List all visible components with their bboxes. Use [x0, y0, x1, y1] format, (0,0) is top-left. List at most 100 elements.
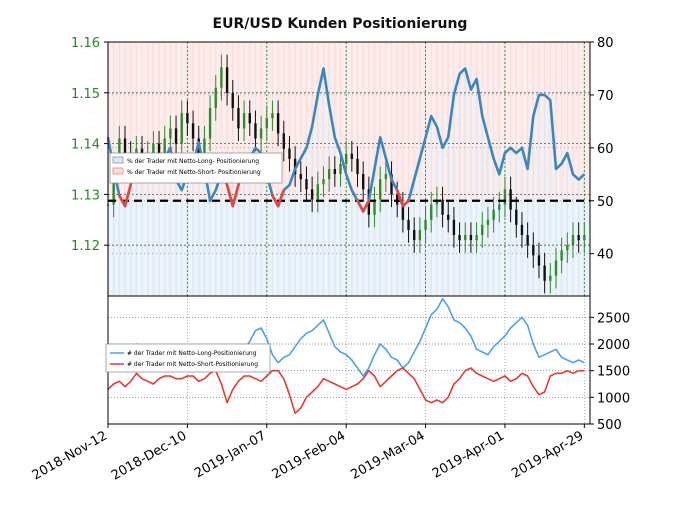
right-axis-tick-label: 60	[597, 142, 614, 157]
price-candle-body	[566, 245, 569, 251]
count-axis-tick-label: 2000	[597, 338, 630, 353]
price-candle-body	[191, 123, 195, 139]
price-candle-body	[526, 235, 529, 246]
left-axis-tick-label: 1.15	[71, 87, 100, 102]
price-candle-body	[554, 260, 558, 276]
short-pct-line-segment	[271, 194, 280, 208]
price-candle-body	[441, 199, 444, 215]
price-candle-body	[316, 184, 320, 200]
price-candle-body	[418, 229, 422, 241]
short-traders-line	[107, 367, 585, 415]
legend-label-long-traders: # der Trader mit Netto-Long-Positionieru…	[127, 350, 257, 357]
left-axis-tick-label: 1.16	[71, 36, 100, 51]
price-candle-body	[271, 113, 274, 119]
left-axis-tick-label: 1.14	[71, 138, 100, 153]
price-candle-body	[242, 113, 246, 129]
price-candle-body	[327, 169, 331, 180]
price-candle-body	[276, 113, 280, 134]
price-candle-body	[259, 128, 263, 139]
price-candle-body	[401, 204, 405, 220]
short-pct-line-segment	[231, 183, 240, 208]
short-pct-line-segment	[123, 183, 132, 208]
price-candle-body	[282, 133, 285, 149]
price-candle-body	[583, 235, 586, 241]
price-candle-body	[481, 224, 484, 236]
x-axis-tick-label: 2018-Nov-12	[30, 428, 110, 483]
price-candle-body	[543, 265, 546, 281]
chart-title: EUR/USD Kunden Positionierung	[213, 16, 468, 32]
upper-panel: 1.12 1.13 1.14 1.15 1.16 40 50 60 70 80 % der Trad…	[71, 36, 614, 297]
price-candle-body	[123, 138, 127, 154]
short-pct-line-segment	[118, 194, 127, 208]
price-candle-body	[571, 235, 575, 246]
price-candle-body	[430, 204, 433, 220]
price-candle-body	[310, 189, 314, 200]
x-axis-tick-label: 2019-Apr-01	[430, 428, 507, 481]
price-candle-body	[152, 143, 155, 154]
price-candle-body	[492, 209, 495, 220]
price-candle-body	[458, 235, 461, 241]
short-pct-line-segment	[401, 199, 410, 208]
lower-panel: 500 1000 1500 2000 2500 # der Trader mit Nett…	[30, 295, 630, 484]
price-candle-body	[305, 179, 308, 190]
price-candle-body	[339, 163, 342, 175]
price-candle-body	[515, 209, 518, 225]
price-candle-body	[225, 67, 229, 93]
price-candle-body	[549, 275, 552, 281]
price-candle-body	[203, 138, 206, 159]
price-candle-body	[231, 92, 234, 109]
price-candle-body	[208, 108, 212, 139]
count-axis-tick-label: 2500	[597, 311, 630, 326]
price-candle-body	[577, 235, 580, 241]
legend-swatch-long-pct	[112, 156, 124, 164]
price-candle-body	[112, 169, 115, 205]
left-axis-tick-label: 1.12	[71, 239, 100, 254]
price-candle-body	[350, 153, 354, 159]
count-axis-tick-label: 1500	[597, 365, 630, 380]
short-pct-line-segment	[225, 183, 235, 208]
short-pct-line-segment	[276, 188, 286, 208]
price-candle-body	[174, 128, 178, 144]
price-candle-body	[169, 128, 172, 139]
x-axis-tick-label: 2019-Jan-07	[192, 428, 269, 481]
price-candle-body	[469, 235, 473, 241]
right-axis-tick-label: 80	[597, 36, 614, 51]
right-axis-tick-label: 70	[597, 89, 614, 104]
legend-label-long-pct: % der Trader mit Netto-Long- Positionier…	[127, 158, 259, 165]
price-candle-body	[237, 108, 240, 129]
legend-label-short-traders: # der Trader mit Netto-Short-Positionier…	[127, 361, 258, 368]
price-candle-body	[163, 138, 166, 159]
price-candle-body	[407, 219, 410, 230]
price-candle-body	[356, 158, 359, 175]
short-pct-line-segment	[395, 188, 405, 208]
right-axis-tick-label: 40	[597, 248, 614, 263]
price-candle-body	[435, 199, 439, 205]
long-zone-fill	[108, 200, 590, 296]
legend-swatch-short-pct	[112, 167, 124, 175]
price-candle-body	[503, 189, 507, 205]
price-candle-body	[254, 123, 257, 139]
price-candle-body	[537, 255, 541, 266]
lower-legend: # der Trader mit Netto-Long-Positionieru…	[105, 343, 271, 373]
price-candle-body	[288, 148, 291, 159]
price-candle-body	[390, 174, 393, 195]
short-pct-line-segment	[356, 199, 365, 213]
price-candle-body	[560, 250, 563, 261]
count-axis-tick-label: 1000	[597, 391, 630, 406]
x-axis-tick-label: 2019-Mar-04	[348, 428, 427, 482]
price-candle-body	[475, 235, 478, 241]
price-candle-body	[498, 204, 501, 210]
price-candle-body	[413, 229, 416, 241]
price-candle-body	[384, 174, 388, 180]
price-candle-body	[214, 87, 217, 109]
price-candle-body	[220, 67, 223, 88]
price-candle-body	[520, 224, 524, 236]
legend-label-short-pct: % der Trader mit Netto-Short- Positionie…	[127, 169, 261, 176]
price-candle-body	[447, 214, 450, 220]
price-candle-body	[486, 219, 490, 225]
lower-legend-box	[105, 343, 271, 373]
price-candle-body	[333, 169, 337, 175]
price-candle-body	[248, 113, 251, 124]
